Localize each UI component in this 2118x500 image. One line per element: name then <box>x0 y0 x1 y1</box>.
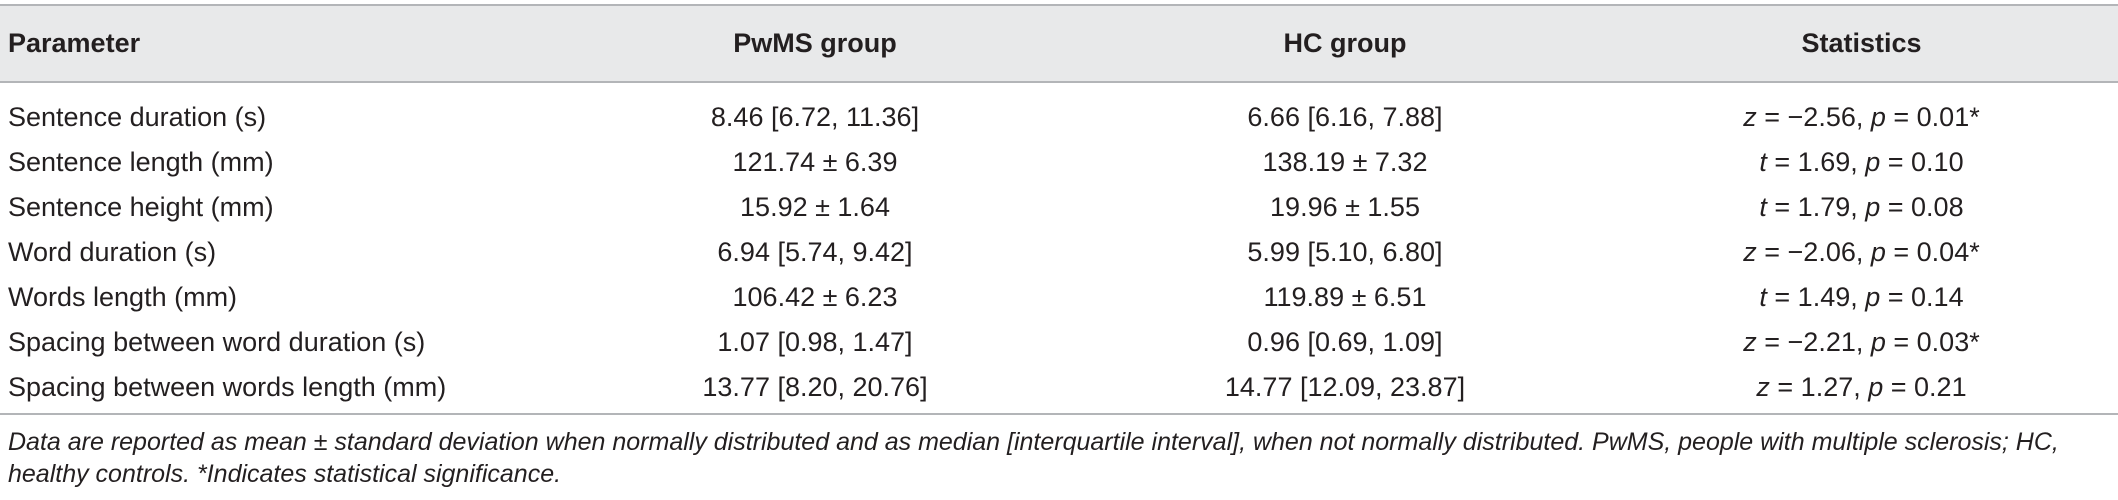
pwms-value-cell: 15.92 ± 1.64 <box>740 192 890 222</box>
p-symbol: p <box>1868 372 1884 402</box>
parameter-cell: Spacing between words length (mm) <box>8 372 447 402</box>
pwms-value-cell: 106.42 ± 6.23 <box>732 282 898 312</box>
hc-value-cell: 119.89 ± 6.51 <box>1263 282 1427 312</box>
statistics-cell: z = −2.56, p = 0.01* <box>1605 82 2118 140</box>
table-row: Sentence length (mm) 121.74 ± 6.39 138.1… <box>0 140 2118 185</box>
p-value: = 0.04* <box>1885 237 1980 267</box>
hc-value-cell: 19.96 ± 1.55 <box>1270 192 1420 222</box>
test-statistic-symbol: z <box>1756 372 1770 402</box>
p-value: = 0.08 <box>1880 192 1964 222</box>
statistics-cell: t = 1.49, p = 0.14 <box>1605 275 2118 320</box>
table-bottom-rule <box>0 413 2118 415</box>
hc-value-cell: 138.19 ± 7.32 <box>1262 147 1428 177</box>
statistics-cell: z = 1.27, p = 0.21 <box>1605 365 2118 418</box>
parameter-cell: Words length (mm) <box>8 282 238 312</box>
table-header-row: Parameter PwMS group HC group Statistics <box>0 5 2118 82</box>
test-statistic-symbol: z <box>1743 237 1757 267</box>
table-row: Spacing between words length (mm) 13.77 … <box>0 365 2118 418</box>
hc-value-cell: 5.99 [5.10, 6.80] <box>1247 237 1443 267</box>
table-row: Sentence duration (s) 8.46 [6.72, 11.36]… <box>0 82 2118 140</box>
p-symbol: p <box>1870 327 1886 357</box>
test-statistic-symbol: t <box>1759 192 1767 222</box>
p-symbol: p <box>1865 192 1881 222</box>
hc-value-cell: 6.66 [6.16, 7.88] <box>1247 102 1443 132</box>
test-statistic-value: = −2.21, <box>1756 327 1871 357</box>
p-symbol: p <box>1870 102 1886 132</box>
pwms-value-cell: 8.46 [6.72, 11.36] <box>710 102 920 132</box>
test-statistic-value: = 1.49, <box>1766 282 1866 312</box>
results-table: Parameter PwMS group HC group Statistics… <box>0 4 2118 418</box>
parameter-cell: Sentence length (mm) <box>8 147 274 177</box>
test-statistic-value: = 1.27, <box>1769 372 1869 402</box>
table-row: Word duration (s) 6.94 [5.74, 9.42] 5.99… <box>0 230 2118 275</box>
pwms-value-cell: 1.07 [0.98, 1.47] <box>717 327 913 357</box>
p-value: = 0.03* <box>1885 327 1980 357</box>
test-statistic-symbol: t <box>1759 282 1767 312</box>
pwms-value-cell: 6.94 [5.74, 9.42] <box>717 237 913 267</box>
p-value: = 0.21 <box>1883 372 1967 402</box>
p-symbol: p <box>1865 147 1881 177</box>
parameter-cell: Word duration (s) <box>8 237 217 267</box>
column-header-hc-group: HC group <box>1283 28 1407 58</box>
p-value: = 0.14 <box>1880 282 1964 312</box>
p-symbol: p <box>1870 237 1886 267</box>
pwms-value-cell: 13.77 [8.20, 20.76] <box>702 372 928 402</box>
p-value: = 0.10 <box>1880 147 1964 177</box>
test-statistic-symbol: z <box>1743 102 1757 132</box>
parameter-cell: Sentence duration (s) <box>8 102 267 132</box>
test-statistic-value: = −2.06, <box>1756 237 1871 267</box>
test-statistic-symbol: z <box>1743 327 1757 357</box>
test-statistic-value: = 1.69, <box>1766 147 1866 177</box>
statistics-cell: t = 1.69, p = 0.10 <box>1605 140 2118 185</box>
statistics-cell: z = −2.21, p = 0.03* <box>1605 320 2118 365</box>
table-footnote: Data are reported as mean ± standard dev… <box>8 428 2059 488</box>
table-row: Words length (mm) 106.42 ± 6.23 119.89 ±… <box>0 275 2118 320</box>
column-header-statistics: Statistics <box>1801 28 1922 58</box>
test-statistic-value: = −2.56, <box>1756 102 1871 132</box>
column-header-pwms-group: PwMS group <box>733 28 897 58</box>
hc-value-cell: 0.96 [0.69, 1.09] <box>1247 327 1443 357</box>
hc-value-cell: 14.77 [12.09, 23.87] <box>1224 372 1466 402</box>
p-symbol: p <box>1865 282 1881 312</box>
parameter-cell: Spacing between word duration (s) <box>8 327 426 357</box>
pwms-value-cell: 121.74 ± 6.39 <box>732 147 898 177</box>
statistics-cell: t = 1.79, p = 0.08 <box>1605 185 2118 230</box>
statistics-cell: z = −2.06, p = 0.04* <box>1605 230 2118 275</box>
test-statistic-value: = 1.79, <box>1766 192 1866 222</box>
p-value: = 0.01* <box>1885 102 1980 132</box>
parameter-cell: Sentence height (mm) <box>8 192 274 222</box>
column-header-parameter: Parameter <box>8 28 141 58</box>
test-statistic-symbol: t <box>1759 147 1767 177</box>
table-row: Sentence height (mm) 15.92 ± 1.64 19.96 … <box>0 185 2118 230</box>
table-row: Spacing between word duration (s) 1.07 [… <box>0 320 2118 365</box>
